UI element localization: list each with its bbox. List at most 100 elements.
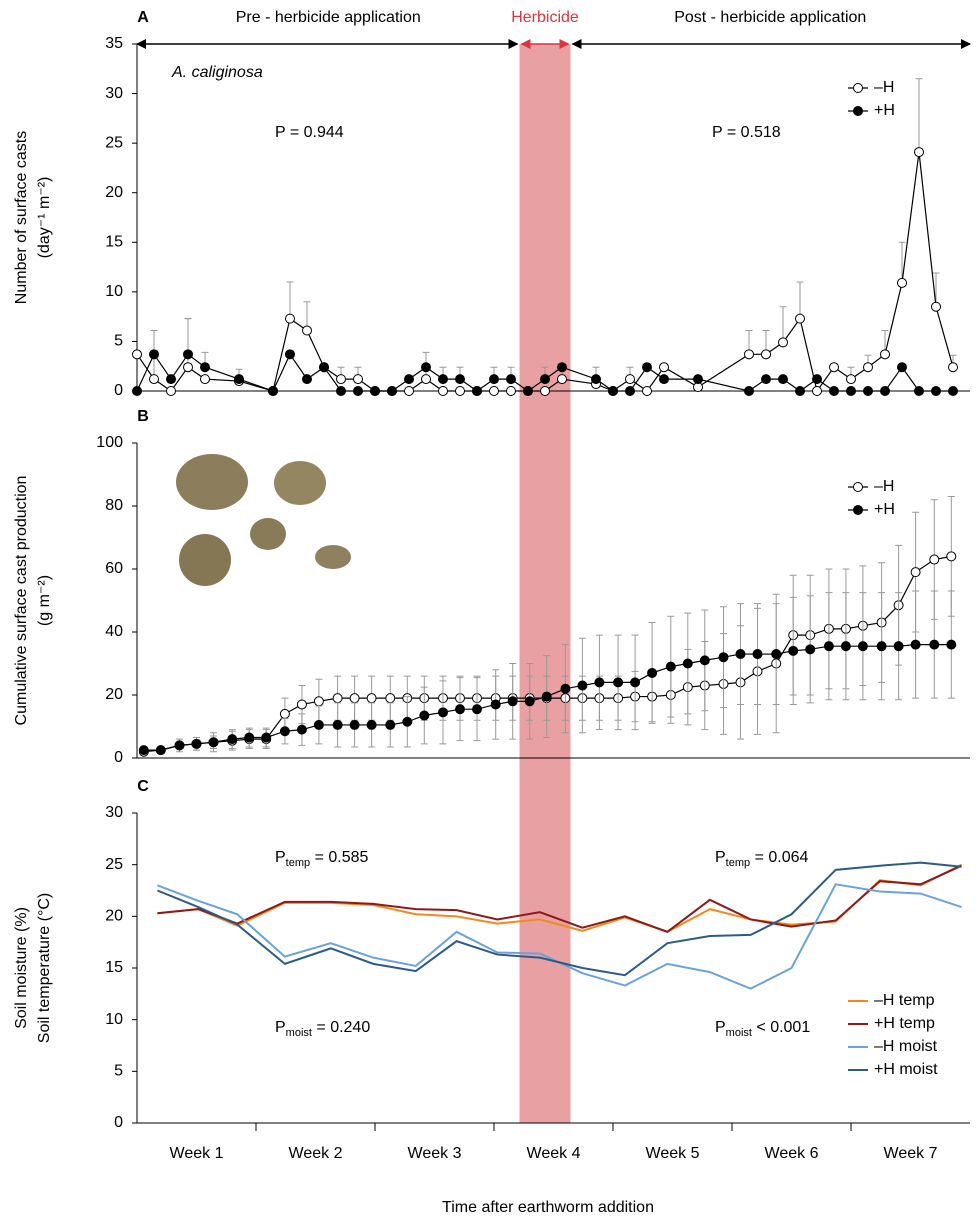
marker: [353, 374, 363, 385]
cast-photo: [176, 454, 351, 586]
x-tick-label: Week 2: [289, 1145, 343, 1162]
marker: [489, 386, 499, 396]
legend-label: +H: [874, 102, 895, 119]
y-tick-label: 25: [105, 134, 123, 151]
marker: [455, 374, 465, 385]
error-bar: [779, 306, 787, 343]
marker: [897, 277, 907, 288]
y-tick-label: 30: [105, 85, 123, 102]
x-tick-label: Week 3: [408, 1145, 462, 1162]
marker: [191, 738, 202, 749]
marker: [234, 374, 244, 385]
p-symbol: P: [715, 1019, 726, 1036]
marker: [523, 386, 533, 396]
marker: [132, 386, 142, 396]
marker: [455, 386, 465, 396]
marker: [296, 724, 307, 735]
marker: [155, 745, 166, 756]
marker: [227, 734, 238, 745]
series-line: [157, 861, 962, 977]
marker: [302, 325, 312, 336]
marker: [313, 696, 324, 707]
marker: [285, 313, 295, 324]
p-subscript: temp: [726, 857, 750, 869]
y-tick-label: 40: [105, 623, 123, 640]
marker: [659, 374, 669, 385]
error-bar: [932, 272, 940, 307]
marker: [642, 362, 652, 373]
p-subscript: moist: [726, 1027, 752, 1039]
p-value: P = 0.518: [712, 124, 781, 141]
y-axis-label: Soil temperature (°C): [36, 893, 53, 1043]
y-axis-label: Soil moisture (%): [13, 907, 30, 1029]
marker: [914, 386, 924, 396]
p-subscript: moist: [286, 1027, 312, 1039]
marker: [349, 693, 360, 704]
marker: [914, 147, 924, 158]
marker: [149, 374, 159, 385]
y-axis-label: (day⁻¹ m⁻²): [36, 177, 53, 259]
marker: [387, 386, 397, 396]
marker: [279, 708, 290, 719]
p-symbol: P: [275, 849, 286, 866]
y-tick-label: 0: [114, 1114, 123, 1131]
marker: [642, 386, 652, 396]
error-bar: [796, 281, 804, 319]
marker: [279, 726, 290, 737]
marker: [336, 386, 346, 396]
p-text: < 0.001: [752, 1019, 810, 1036]
marker: [812, 386, 822, 396]
marker: [863, 386, 873, 396]
marker: [166, 386, 176, 396]
band-layer: [519, 44, 571, 1123]
legend-label: –H: [874, 79, 894, 96]
marker: [735, 649, 746, 660]
marker: [421, 374, 431, 385]
marker: [880, 349, 890, 360]
y-tick-label: 20: [105, 184, 123, 201]
p-value: Pmoist = 0.240: [275, 1019, 370, 1039]
marker: [507, 696, 518, 707]
legend-marker: [853, 106, 863, 116]
marker: [506, 374, 516, 385]
marker: [557, 362, 567, 373]
marker: [421, 362, 431, 373]
marker: [752, 649, 763, 660]
marker: [693, 374, 703, 385]
marker: [829, 386, 839, 396]
marker: [200, 374, 210, 385]
marker: [876, 641, 887, 652]
marker: [296, 699, 307, 710]
legend-label: +H temp: [874, 1015, 935, 1032]
marker: [438, 386, 448, 396]
y-tick-label: 100: [96, 434, 123, 451]
p-value: Pmoist < 0.001: [715, 1019, 810, 1039]
marker: [385, 719, 396, 730]
marker: [718, 652, 729, 663]
marker: [665, 661, 676, 672]
marker: [183, 362, 193, 373]
y-axis-label: (g m⁻²): [36, 575, 53, 626]
marker: [472, 704, 482, 715]
marker: [404, 386, 414, 396]
marker: [625, 386, 635, 396]
marker: [138, 745, 149, 756]
marker: [370, 386, 380, 396]
marker: [613, 677, 624, 688]
marker: [402, 716, 413, 727]
error-bar: [898, 241, 906, 283]
marker: [183, 349, 193, 360]
x-tick-label: Week 1: [170, 1145, 224, 1162]
marker: [524, 696, 535, 707]
species-label: A. caliginosa: [171, 64, 263, 81]
marker: [778, 337, 788, 348]
marker: [929, 639, 940, 650]
marker: [353, 386, 363, 396]
y-tick-label: 5: [114, 333, 123, 350]
p-text: = 0.064: [750, 849, 808, 866]
marker: [490, 699, 501, 710]
y-tick-label: 30: [105, 804, 123, 821]
p-text: = 0.240: [312, 1019, 370, 1036]
marker: [302, 374, 312, 385]
marker: [336, 374, 346, 385]
